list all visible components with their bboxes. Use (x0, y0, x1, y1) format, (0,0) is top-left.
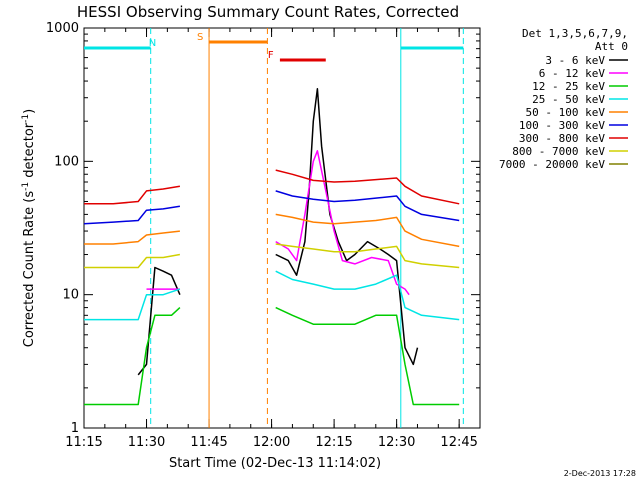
legend-header-detectors: Det 1,3,5,6,7,9, (522, 27, 628, 40)
legend-label: 800 - 7000 keV (512, 145, 605, 158)
x-tick-label: 12:00 (253, 435, 290, 450)
flag-label: N (149, 38, 156, 49)
series-line (84, 253, 181, 269)
series-line (83, 205, 181, 225)
legend-label: 25 - 50 keV (532, 93, 605, 106)
series-line (84, 230, 180, 245)
timestamp: 2-Dec-2013 17:28 (564, 469, 636, 478)
series-line (275, 88, 419, 366)
flag-label: S (197, 32, 203, 43)
y-tick-label: 1 (71, 421, 79, 436)
legend-label: 3 - 6 keV (545, 54, 605, 67)
legend-label: 100 - 300 keV (519, 119, 605, 132)
series-lines (83, 88, 460, 406)
legend-label: 12 - 25 keV (532, 80, 605, 93)
flag-bars: N S F (84, 32, 464, 62)
series-line (275, 213, 460, 248)
series-line (84, 288, 181, 321)
flag-label: F (268, 50, 274, 61)
x-tick-label: 11:45 (190, 435, 227, 450)
plot-frame (83, 27, 481, 429)
x-tick-label: 11:15 (65, 435, 102, 450)
legend-label: 300 - 800 keV (519, 132, 605, 145)
legend-label: 7000 - 20000 keV (499, 158, 605, 171)
series-line (84, 307, 181, 406)
legend-label: 6 - 12 keV (539, 67, 606, 80)
x-axis-label: Start Time (02-Dec-13 11:14:02) (169, 456, 381, 471)
y-tick-label: 1000 (46, 21, 79, 36)
series-line (275, 169, 460, 205)
series-line (275, 243, 460, 269)
interval-markers (150, 28, 464, 428)
series-line (275, 190, 460, 222)
legend-label: 50 - 100 keV (526, 106, 606, 119)
series-line (275, 306, 460, 406)
x-tick-labels: 11:15 11:30 11:45 12:00 12:15 12:30 12:45 (65, 435, 478, 450)
series-line (84, 185, 181, 205)
legend-header-attenuator: Att 0 (595, 40, 628, 53)
series-line (275, 270, 460, 321)
chart-title: HESSI Observing Summary Count Rates, Cor… (77, 3, 459, 21)
y-tick-label: 100 (54, 154, 79, 169)
x-tick-label: 12:30 (378, 435, 415, 450)
x-tick-label: 11:30 (128, 435, 165, 450)
y-tick-label: 10 (62, 288, 79, 303)
x-tick-label: 12:45 (440, 435, 477, 450)
x-tick-label: 12:15 (315, 435, 352, 450)
y-tick-labels: 1 10 100 1000 (46, 21, 79, 436)
series-line (137, 266, 181, 376)
y-axis-label: Corrected Count Rate (s-1 detector-1) (21, 109, 37, 347)
